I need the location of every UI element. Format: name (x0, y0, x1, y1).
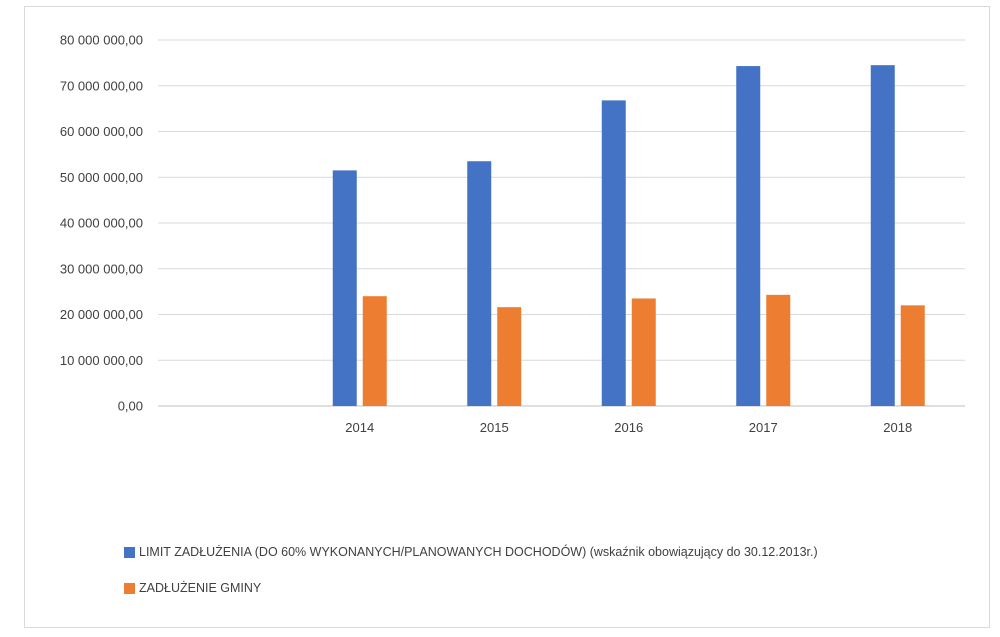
y-tick-label-5: 50 000 000,00 (60, 170, 143, 185)
bar-debt-2014 (362, 296, 387, 406)
x-tick-label-2017: 2017 (749, 420, 778, 435)
x-tick-label-2018: 2018 (883, 420, 912, 435)
bar-limit-2017 (736, 66, 761, 406)
legend: LIMIT ZADŁUŻENIA (DO 60% WYKONANYCH/PLAN… (124, 543, 904, 615)
legend-item-limit: LIMIT ZADŁUŻENIA (DO 60% WYKONANYCH/PLAN… (124, 543, 904, 561)
bar-limit-2018 (870, 65, 895, 406)
legend-swatch-debt (124, 583, 135, 594)
bar-debt-2015 (497, 307, 522, 406)
y-tick-label-8: 80 000 000,00 (60, 33, 143, 48)
y-tick-label-2: 20 000 000,00 (60, 307, 143, 322)
bar-limit-2016 (601, 100, 626, 406)
bar-debt-2016 (631, 298, 656, 406)
legend-label-debt: ZADŁUŻENIE GMINY (139, 581, 262, 595)
bar-limit-2014 (332, 170, 357, 406)
x-tick-label-2015: 2015 (480, 420, 509, 435)
y-tick-label-3: 30 000 000,00 (60, 261, 143, 276)
legend-swatch-limit (124, 547, 135, 558)
legend-item-debt: ZADŁUŻENIE GMINY (124, 579, 904, 597)
y-tick-label-6: 60 000 000,00 (60, 124, 143, 139)
y-tick-label-4: 40 000 000,00 (60, 216, 143, 231)
x-tick-label-2016: 2016 (614, 420, 643, 435)
bar-limit-2015 (467, 161, 492, 406)
y-tick-label-1: 10 000 000,00 (60, 353, 143, 368)
x-tick-label-2014: 2014 (345, 420, 374, 435)
bar-debt-2017 (766, 294, 791, 406)
legend-label-limit: LIMIT ZADŁUŻENIA (DO 60% WYKONANYCH/PLAN… (139, 545, 818, 559)
bar-debt-2018 (900, 305, 925, 406)
y-tick-label-0: 0,00 (118, 399, 143, 414)
y-tick-label-7: 70 000 000,00 (60, 78, 143, 93)
